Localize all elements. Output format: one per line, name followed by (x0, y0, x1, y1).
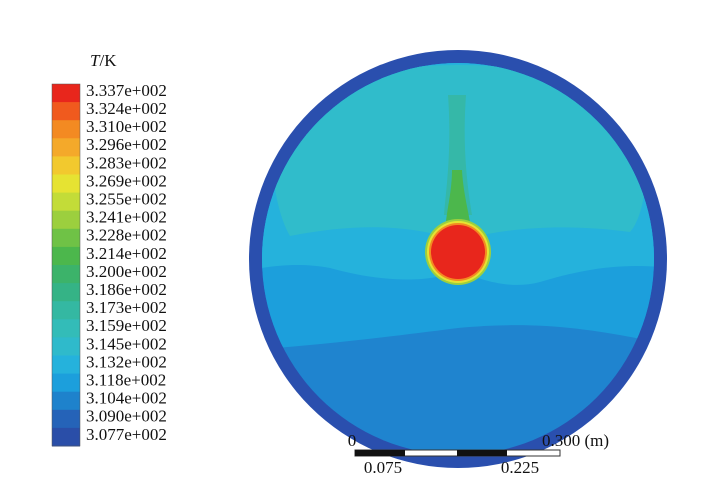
field (262, 63, 654, 455)
legend-swatch (52, 283, 80, 302)
legend-symbol: T (90, 51, 101, 70)
legend-swatch (52, 391, 80, 411)
legend-label: 3.159e+002 (86, 316, 167, 335)
legend-swatch (52, 192, 80, 212)
legend-swatch (52, 138, 80, 157)
heat-source (431, 225, 485, 279)
legend-swatch (52, 319, 80, 338)
scale-bar: 0 0.300 (m) 0.075 0.225 (348, 431, 609, 477)
legend-label: 3.104e+002 (86, 389, 167, 408)
legend-label: 3.255e+002 (86, 190, 167, 209)
legend-swatch (52, 246, 80, 266)
contour-plot (249, 50, 667, 468)
legend-swatch (52, 409, 80, 429)
legend-label: 3.132e+002 (86, 352, 167, 371)
legend-swatch (52, 373, 80, 393)
legend-label: 3.269e+002 (86, 171, 167, 190)
legend-swatch (52, 156, 80, 175)
legend-label: 3.186e+002 (86, 280, 167, 299)
legend-frame (51, 83, 81, 447)
legend-label: 3.118e+002 (86, 371, 166, 390)
legend-label: 3.200e+002 (86, 262, 167, 281)
legend-title: T/K (90, 51, 117, 70)
plume-core (446, 170, 470, 222)
legend-swatch (52, 265, 80, 284)
legend-swatch (52, 337, 80, 356)
legend-label: 3.228e+002 (86, 226, 167, 245)
scale-segment (355, 450, 405, 456)
legend-label: 3.337e+002 (86, 81, 167, 100)
legend-swatch (52, 102, 80, 121)
plume (444, 95, 472, 215)
scale-label: 0.225 (501, 458, 539, 477)
legend-swatch (52, 427, 80, 447)
legend-swatch (52, 84, 80, 103)
legend-label: 3.173e+002 (86, 298, 167, 317)
legend: 3.337e+0023.324e+0023.310e+0023.296e+002… (51, 81, 167, 447)
scale-label: 0.300 (m) (542, 431, 609, 450)
legend-label: 3.090e+002 (86, 407, 167, 426)
legend-label: 3.283e+002 (86, 153, 167, 172)
scale-label: 0.075 (364, 458, 402, 477)
legend-label: 3.241e+002 (86, 208, 167, 227)
legend-swatch (52, 120, 80, 139)
legend-label: 3.324e+002 (86, 99, 167, 118)
legend-swatch (52, 228, 80, 248)
legend-swatch (52, 301, 80, 320)
legend-label: 3.296e+002 (86, 135, 167, 154)
legend-label: 3.214e+002 (86, 244, 167, 263)
legend-label: 3.145e+002 (86, 334, 167, 353)
legend-unit: /K (99, 51, 117, 70)
legend-swatch (52, 210, 80, 230)
legend-label: 3.077e+002 (86, 425, 167, 444)
legend-label: 3.310e+002 (86, 117, 167, 136)
scale-segment (457, 450, 507, 456)
legend-swatch (52, 174, 80, 194)
legend-swatch (52, 355, 80, 375)
scale-label: 0 (348, 431, 357, 450)
